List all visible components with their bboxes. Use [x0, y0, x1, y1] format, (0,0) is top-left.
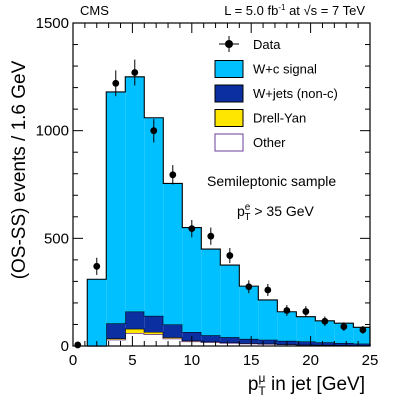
- bar-other: [220, 342, 240, 346]
- data-point: [245, 283, 253, 291]
- legend-label: Data: [253, 37, 281, 52]
- legend-item: Drell-Yan: [214, 109, 306, 127]
- legend-item: Data: [219, 36, 281, 52]
- y-axis-title: (OS-SS) events / 1.6 GeV: [9, 60, 30, 279]
- legend-item: Other: [214, 133, 286, 152]
- bar-w-c-signal: [87, 279, 107, 346]
- experiment-label: CMS: [80, 3, 109, 18]
- luminosity-energy-label: L = 5.0 fb-1 at √s = 7 TeV: [224, 3, 365, 18]
- bar-other: [239, 343, 259, 346]
- bar-drell-yan: [144, 332, 164, 335]
- data-point: [131, 69, 139, 76]
- bar-w-c-signal: [106, 91, 126, 324]
- y-tick-label: 1000: [36, 123, 69, 140]
- bar-w-jets-non-c: [125, 311, 145, 329]
- data-point: [169, 171, 177, 179]
- bar-w-jets-non-c: [201, 335, 221, 342]
- data-point: [302, 308, 310, 315]
- outline-w-c-signal: [86, 76, 371, 346]
- bar-w-jets-non-c: [163, 324, 183, 338]
- axis-ticks: 0 5 10 15 20 25 0 500 1000 1500: [36, 15, 379, 369]
- x-tick-label: 10: [183, 352, 200, 369]
- bar-w-c-signal: [201, 249, 221, 336]
- legend: Data W+c signal W+jets (non-c) Drell-Yan Oth…: [214, 36, 338, 152]
- data-point: [264, 286, 272, 294]
- sample-annotation: Semileptonic sample: [207, 173, 336, 189]
- bar-w-jets-non-c: [296, 341, 316, 345]
- bar-w-jets-non-c: [220, 337, 240, 343]
- x-tick-label: 5: [128, 352, 136, 369]
- bar-w-c-signal: [125, 76, 145, 312]
- data-point: [359, 326, 367, 334]
- bar-w-jets-non-c: [239, 338, 259, 344]
- bar-w-c-signal: [315, 320, 335, 343]
- legend-swatch: [214, 133, 244, 152]
- cut-annotation: pe T > 35 GeV: [237, 202, 315, 223]
- legend-label: W+c signal: [253, 62, 317, 77]
- plot-frame: [72, 22, 371, 347]
- legend-swatch: [214, 84, 244, 103]
- legend-label: W+jets (non-c): [253, 86, 338, 101]
- bar-w-c-signal: [182, 227, 202, 333]
- data-point: [188, 225, 196, 233]
- y-tick-label: 500: [44, 230, 69, 247]
- bar-w-jets-non-c: [258, 339, 278, 344]
- x-tick-label: 20: [302, 352, 319, 369]
- bar-w-c-signal: [220, 265, 240, 338]
- bar-w-c-signal: [239, 286, 259, 339]
- x-tick-label: 15: [243, 352, 260, 369]
- legend-label: Other: [253, 135, 286, 150]
- data-point: [112, 79, 120, 87]
- x-tick-label: 25: [362, 352, 379, 369]
- data-point: [283, 307, 291, 314]
- bar-w-jets-non-c: [334, 342, 354, 346]
- x-tick-label: 0: [69, 352, 77, 369]
- bar-w-c-signal: [144, 117, 164, 316]
- bar-other: [258, 343, 278, 346]
- bar-other: [163, 338, 183, 346]
- bar-drell-yan: [125, 328, 145, 334]
- bar-other: [125, 333, 145, 346]
- data-series: [74, 59, 367, 349]
- x-axis-title: pμ T in jet [GeV]: [248, 371, 365, 398]
- stacked-histogram: [86, 76, 371, 347]
- y-tick-label: 1500: [36, 15, 69, 32]
- data-point: [74, 341, 82, 349]
- data-point: [321, 317, 329, 325]
- bar-other: [106, 339, 126, 346]
- legend-swatch: [214, 60, 244, 78]
- data-point: [207, 232, 215, 240]
- data-point: [93, 262, 101, 270]
- bar-w-c-signal: [258, 299, 278, 340]
- bar-w-c-signal: [277, 311, 297, 341]
- legend-label: Drell-Yan: [253, 111, 306, 126]
- stack-w-c-signal: [86, 76, 371, 346]
- data-point: [340, 323, 348, 331]
- bar-w-c-signal: [334, 323, 354, 343]
- bar-w-jets-non-c: [144, 315, 164, 333]
- legend-marker: [225, 40, 233, 48]
- y-tick-label: 0: [61, 338, 69, 355]
- bar-w-jets-non-c: [106, 323, 126, 339]
- bar-w-jets-non-c: [315, 342, 335, 345]
- bar-other: [201, 342, 221, 346]
- bar-w-c-signal: [163, 183, 183, 325]
- legend-item: W+jets (non-c): [214, 84, 338, 103]
- legend-item: W+c signal: [214, 60, 317, 78]
- legend-swatch: [214, 109, 244, 127]
- bar-other: [144, 334, 164, 346]
- data-point: [226, 252, 234, 259]
- data-point: [150, 127, 158, 135]
- bar-w-c-signal: [296, 316, 316, 342]
- bar-w-jets-non-c: [353, 343, 370, 346]
